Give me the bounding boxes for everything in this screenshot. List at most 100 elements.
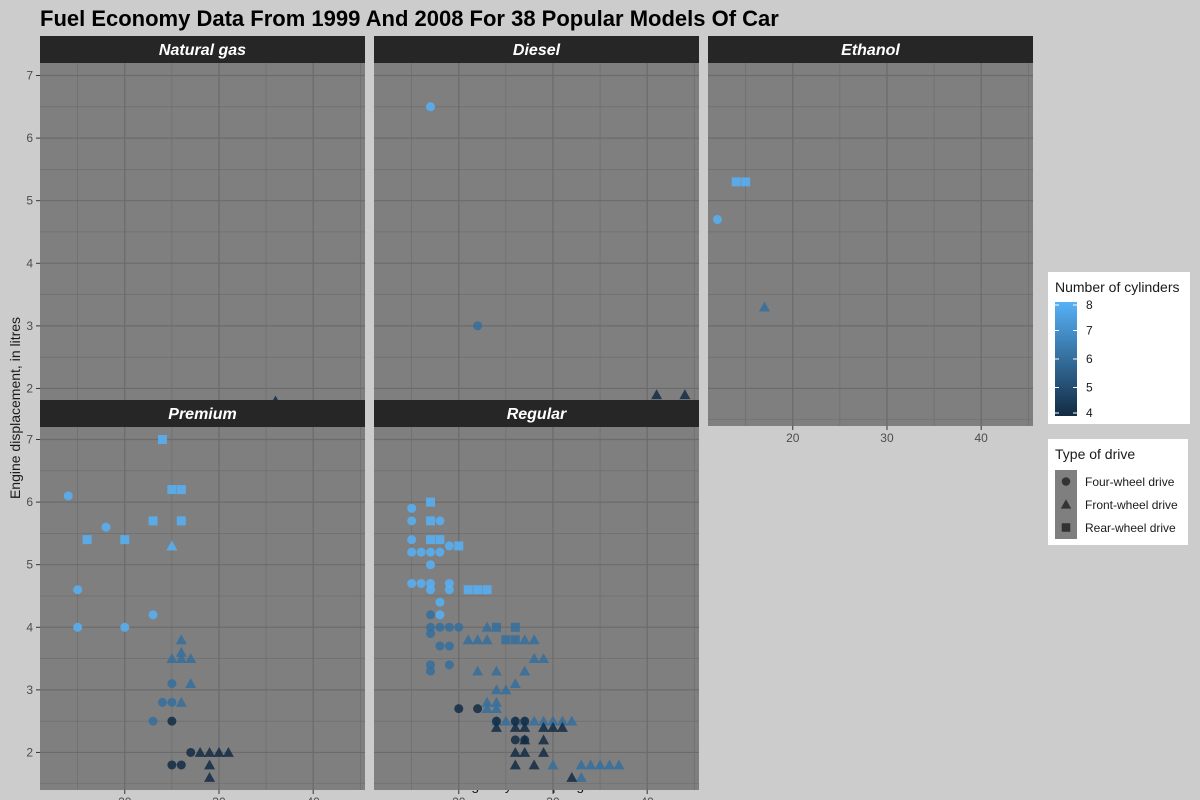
facet-label: Diesel xyxy=(513,42,561,59)
data-point xyxy=(500,715,512,726)
data-point xyxy=(510,716,520,726)
data-point xyxy=(519,746,531,757)
data-point xyxy=(120,622,130,632)
colorbar-tick-label: 7 xyxy=(1086,324,1093,338)
facet-ethanol: Ethanol 20 30 40 xyxy=(708,36,1033,445)
grid-lines xyxy=(40,63,365,426)
data-point xyxy=(462,634,474,645)
colorbar-tick-label: 6 xyxy=(1086,352,1093,366)
data-point xyxy=(500,684,512,695)
data-point xyxy=(509,746,521,757)
data-point xyxy=(472,665,484,676)
legend-key-triangle-icon xyxy=(1060,499,1072,509)
panel-background xyxy=(374,427,699,790)
data-point xyxy=(435,641,445,651)
data-point xyxy=(444,622,454,632)
data-point xyxy=(426,585,436,595)
x-tick-label: 30 xyxy=(546,795,560,800)
data-point xyxy=(482,585,492,595)
data-point xyxy=(538,715,550,726)
data-point xyxy=(509,678,521,689)
data-point xyxy=(167,697,177,707)
data-point xyxy=(454,541,464,551)
data-point xyxy=(759,301,771,312)
shape-legend-label: Four-wheel drive xyxy=(1085,475,1175,489)
data-point xyxy=(157,435,167,445)
data-point xyxy=(712,214,722,224)
shape-legend-keys: Four-wheel drive Front-wheel drive Rear-wh… xyxy=(1055,470,1178,539)
data-point xyxy=(73,622,83,632)
data-point xyxy=(175,696,187,707)
y-tick-label: 6 xyxy=(26,131,33,145)
facet-diesel: Diesel xyxy=(374,36,699,426)
data-point xyxy=(556,721,568,732)
data-point xyxy=(481,634,493,645)
data-point xyxy=(472,634,484,645)
data-points xyxy=(407,497,625,782)
data-point xyxy=(538,653,550,663)
data-point xyxy=(575,759,587,770)
chart-title: Fuel Economy Data From 1999 And 2008 For… xyxy=(40,6,779,31)
data-point xyxy=(101,522,111,532)
colorbar-tick-label: 5 xyxy=(1086,381,1093,395)
y-tick-label: 5 xyxy=(26,558,33,572)
x-tick-label: 40 xyxy=(307,795,321,800)
y-tick-label: 5 xyxy=(26,194,33,208)
y-tick-label: 7 xyxy=(26,69,33,83)
data-point xyxy=(426,547,436,557)
data-point xyxy=(416,578,426,588)
data-point xyxy=(426,560,436,570)
data-points xyxy=(712,177,771,312)
data-point xyxy=(538,734,550,745)
data-point xyxy=(473,321,483,331)
data-point xyxy=(473,585,483,595)
panel-background xyxy=(40,63,365,426)
facet-label: Premium xyxy=(168,406,236,423)
panel-background xyxy=(40,427,365,790)
data-point xyxy=(491,716,501,726)
data-point xyxy=(166,653,178,663)
data-point xyxy=(148,610,158,620)
y-tick-label: 3 xyxy=(26,683,33,697)
x-tick-label: 40 xyxy=(975,431,989,445)
data-point xyxy=(204,759,216,770)
data-point xyxy=(426,516,436,526)
data-point xyxy=(528,759,540,770)
data-point xyxy=(435,547,445,557)
shape-legend-label: Front-wheel drive xyxy=(1085,498,1178,512)
data-point xyxy=(407,535,417,545)
data-point xyxy=(538,721,550,732)
data-point xyxy=(613,759,625,770)
data-point xyxy=(490,665,502,676)
data-point xyxy=(509,721,521,732)
data-point xyxy=(528,634,540,645)
data-point xyxy=(490,696,502,707)
data-point xyxy=(594,759,606,770)
data-point xyxy=(556,715,568,726)
data-point xyxy=(509,759,521,770)
data-point xyxy=(473,704,483,714)
data-point xyxy=(519,634,531,645)
data-point xyxy=(520,716,530,726)
data-point xyxy=(519,721,531,732)
data-point xyxy=(679,389,691,400)
x-tick-label: 20 xyxy=(452,795,466,800)
data-point xyxy=(426,535,436,545)
data-point xyxy=(407,516,417,526)
data-point xyxy=(510,622,520,632)
data-point xyxy=(167,679,177,689)
data-point xyxy=(407,503,417,513)
data-point xyxy=(444,641,454,651)
data-point xyxy=(463,585,473,595)
shape-legend-label: Rear-wheel drive xyxy=(1085,521,1176,535)
data-point xyxy=(444,585,454,595)
data-point xyxy=(167,760,177,770)
data-point xyxy=(651,389,663,400)
facet-strip xyxy=(40,36,365,63)
data-point xyxy=(82,535,92,545)
data-point xyxy=(426,578,436,588)
data-point xyxy=(435,622,445,632)
x-tick-label: 20 xyxy=(786,431,800,445)
data-point xyxy=(426,660,436,670)
